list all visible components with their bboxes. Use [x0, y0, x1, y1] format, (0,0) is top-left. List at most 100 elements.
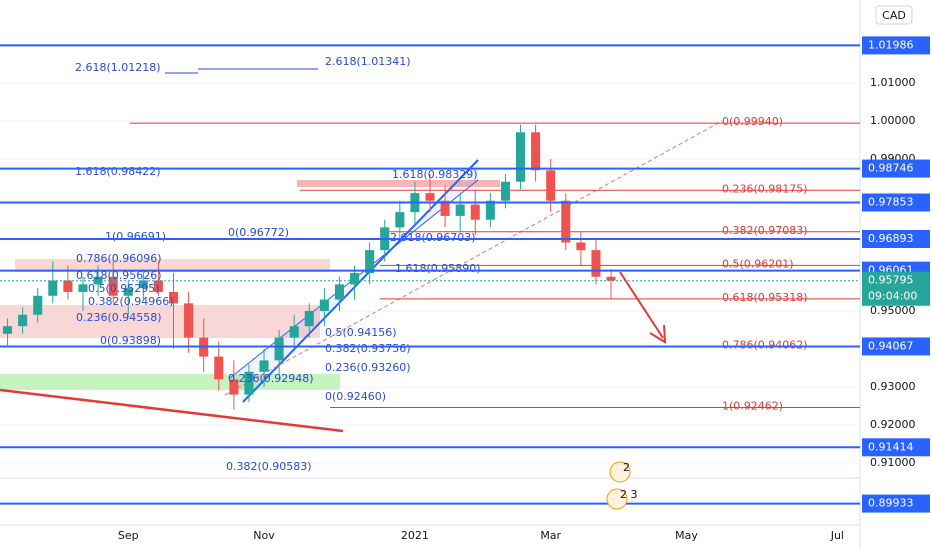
level-tag [862, 193, 930, 212]
level-label: 0.89933 [868, 497, 914, 510]
currency[interactable]: CAD [882, 9, 906, 22]
level-tag [862, 438, 930, 457]
candle-body [33, 295, 43, 315]
fib-annotation: 1.618(0.98329) [392, 168, 478, 181]
fib-annotation: 1.618(0.98422) [75, 165, 161, 178]
event-label: 2 [623, 461, 630, 474]
candle-body [606, 276, 616, 281]
candle-body [425, 193, 435, 201]
fib-annotation: 0.382(0.93756) [325, 342, 411, 355]
level-label: 0.97853 [868, 196, 914, 209]
candle-body [319, 299, 329, 311]
candle-body [546, 170, 556, 201]
event-label: 2 3 [620, 488, 638, 501]
x-tick-label: Jul [830, 529, 844, 542]
candle-body [531, 132, 541, 171]
fib-annotation: 0.382(0.90583) [226, 460, 312, 473]
x-tick-label: Mar [540, 529, 561, 542]
zone [297, 180, 500, 187]
fib-annotation: 0(0.92460) [325, 390, 386, 403]
candle-body [440, 200, 450, 216]
candle-body [334, 284, 344, 300]
last-price-tag [862, 271, 930, 306]
zone [0, 305, 320, 338]
fib-label: 0.236(0.98175) [722, 182, 808, 195]
candle-body [3, 326, 13, 334]
candle-body [289, 326, 299, 338]
candle-body [184, 303, 194, 338]
x-tick-label: 2021 [401, 529, 429, 542]
candle-body [470, 204, 480, 220]
candle-body [153, 280, 163, 292]
candle-body [229, 379, 239, 395]
fib-label: 0.382(0.97083) [722, 224, 808, 237]
fib-annotation: 0.236(0.92948) [228, 372, 314, 385]
fib-label: 1(0.92462) [722, 399, 783, 412]
arrow [619, 271, 664, 339]
y-tick-label: 1.01000 [870, 76, 916, 89]
candle-body [48, 280, 58, 296]
candle-body [516, 132, 526, 182]
level-label: 0.96893 [868, 232, 914, 245]
fib-annotation: 0.382(0.94966) [88, 295, 174, 308]
candle-body [78, 284, 88, 292]
level-label: 0.98746 [868, 162, 914, 175]
fib-annotation: 1.618(0.95890) [395, 262, 481, 275]
y-tick-label: 0.92000 [870, 418, 916, 431]
countdown: 09:04:00 [868, 290, 917, 303]
candle-body [138, 280, 148, 289]
fib-label: 0.786(0.94062) [722, 339, 808, 352]
fib-annotation: 0.5(0.94156) [325, 326, 397, 339]
fib-label: 0.618(0.95318) [722, 291, 808, 304]
level-tag [862, 337, 930, 356]
level-label: 0.91414 [868, 440, 914, 453]
level-label: 1.01986 [868, 38, 914, 51]
level-label: 0.94067 [868, 339, 914, 352]
fib-annotation: 0.618(0.95626) [76, 269, 162, 282]
candle-body [93, 276, 103, 285]
candle-body [591, 250, 601, 277]
fib-annotation: 0.236(0.94558) [76, 311, 162, 324]
y-tick-label: 0.93000 [870, 380, 916, 393]
fib-annotation: 2.618(1.01218) [75, 61, 161, 74]
candle-body [576, 242, 586, 251]
candle-body [485, 200, 495, 220]
candle-body [500, 181, 510, 201]
fib-annotation: 0(0.93898) [100, 334, 161, 347]
candle-body [214, 356, 224, 380]
candle-body [395, 212, 405, 228]
candle-body [123, 288, 133, 296]
x-tick-label: May [675, 529, 698, 542]
currency-box[interactable] [875, 5, 913, 25]
fib-annotation: 1(0.96691) [105, 230, 166, 243]
y-tick-label: 0.91000 [870, 456, 916, 469]
y-tick-label: 1.00000 [870, 114, 916, 127]
candle-body [168, 291, 179, 304]
zone [15, 259, 330, 272]
candle-body [108, 276, 118, 296]
candle-body [365, 250, 375, 273]
fib-label: 0.5(0.96201) [722, 257, 794, 270]
fib-annotation: 0.236(0.93260) [325, 361, 411, 374]
candle-body [455, 204, 465, 216]
candle-body [259, 360, 269, 372]
event-icon [609, 461, 631, 483]
candle-body [304, 310, 314, 327]
trend-line [0, 388, 344, 433]
candle-body [18, 314, 28, 327]
fib-label: 0(0.99940) [722, 115, 783, 128]
candle-body [244, 371, 254, 395]
x-tick-label: Nov [253, 529, 275, 542]
arrow-head [649, 324, 667, 344]
zone [0, 374, 340, 390]
candle-body [274, 337, 284, 361]
fib-annotation: 0.786(0.96096) [76, 252, 162, 265]
level-tag [862, 159, 930, 178]
fib-annotation: 2.618(1.01341) [325, 55, 411, 68]
candle-body [350, 272, 360, 285]
y-tick-label: 0.95000 [870, 304, 916, 317]
fib-annotation: 0(0.96772) [228, 226, 289, 239]
